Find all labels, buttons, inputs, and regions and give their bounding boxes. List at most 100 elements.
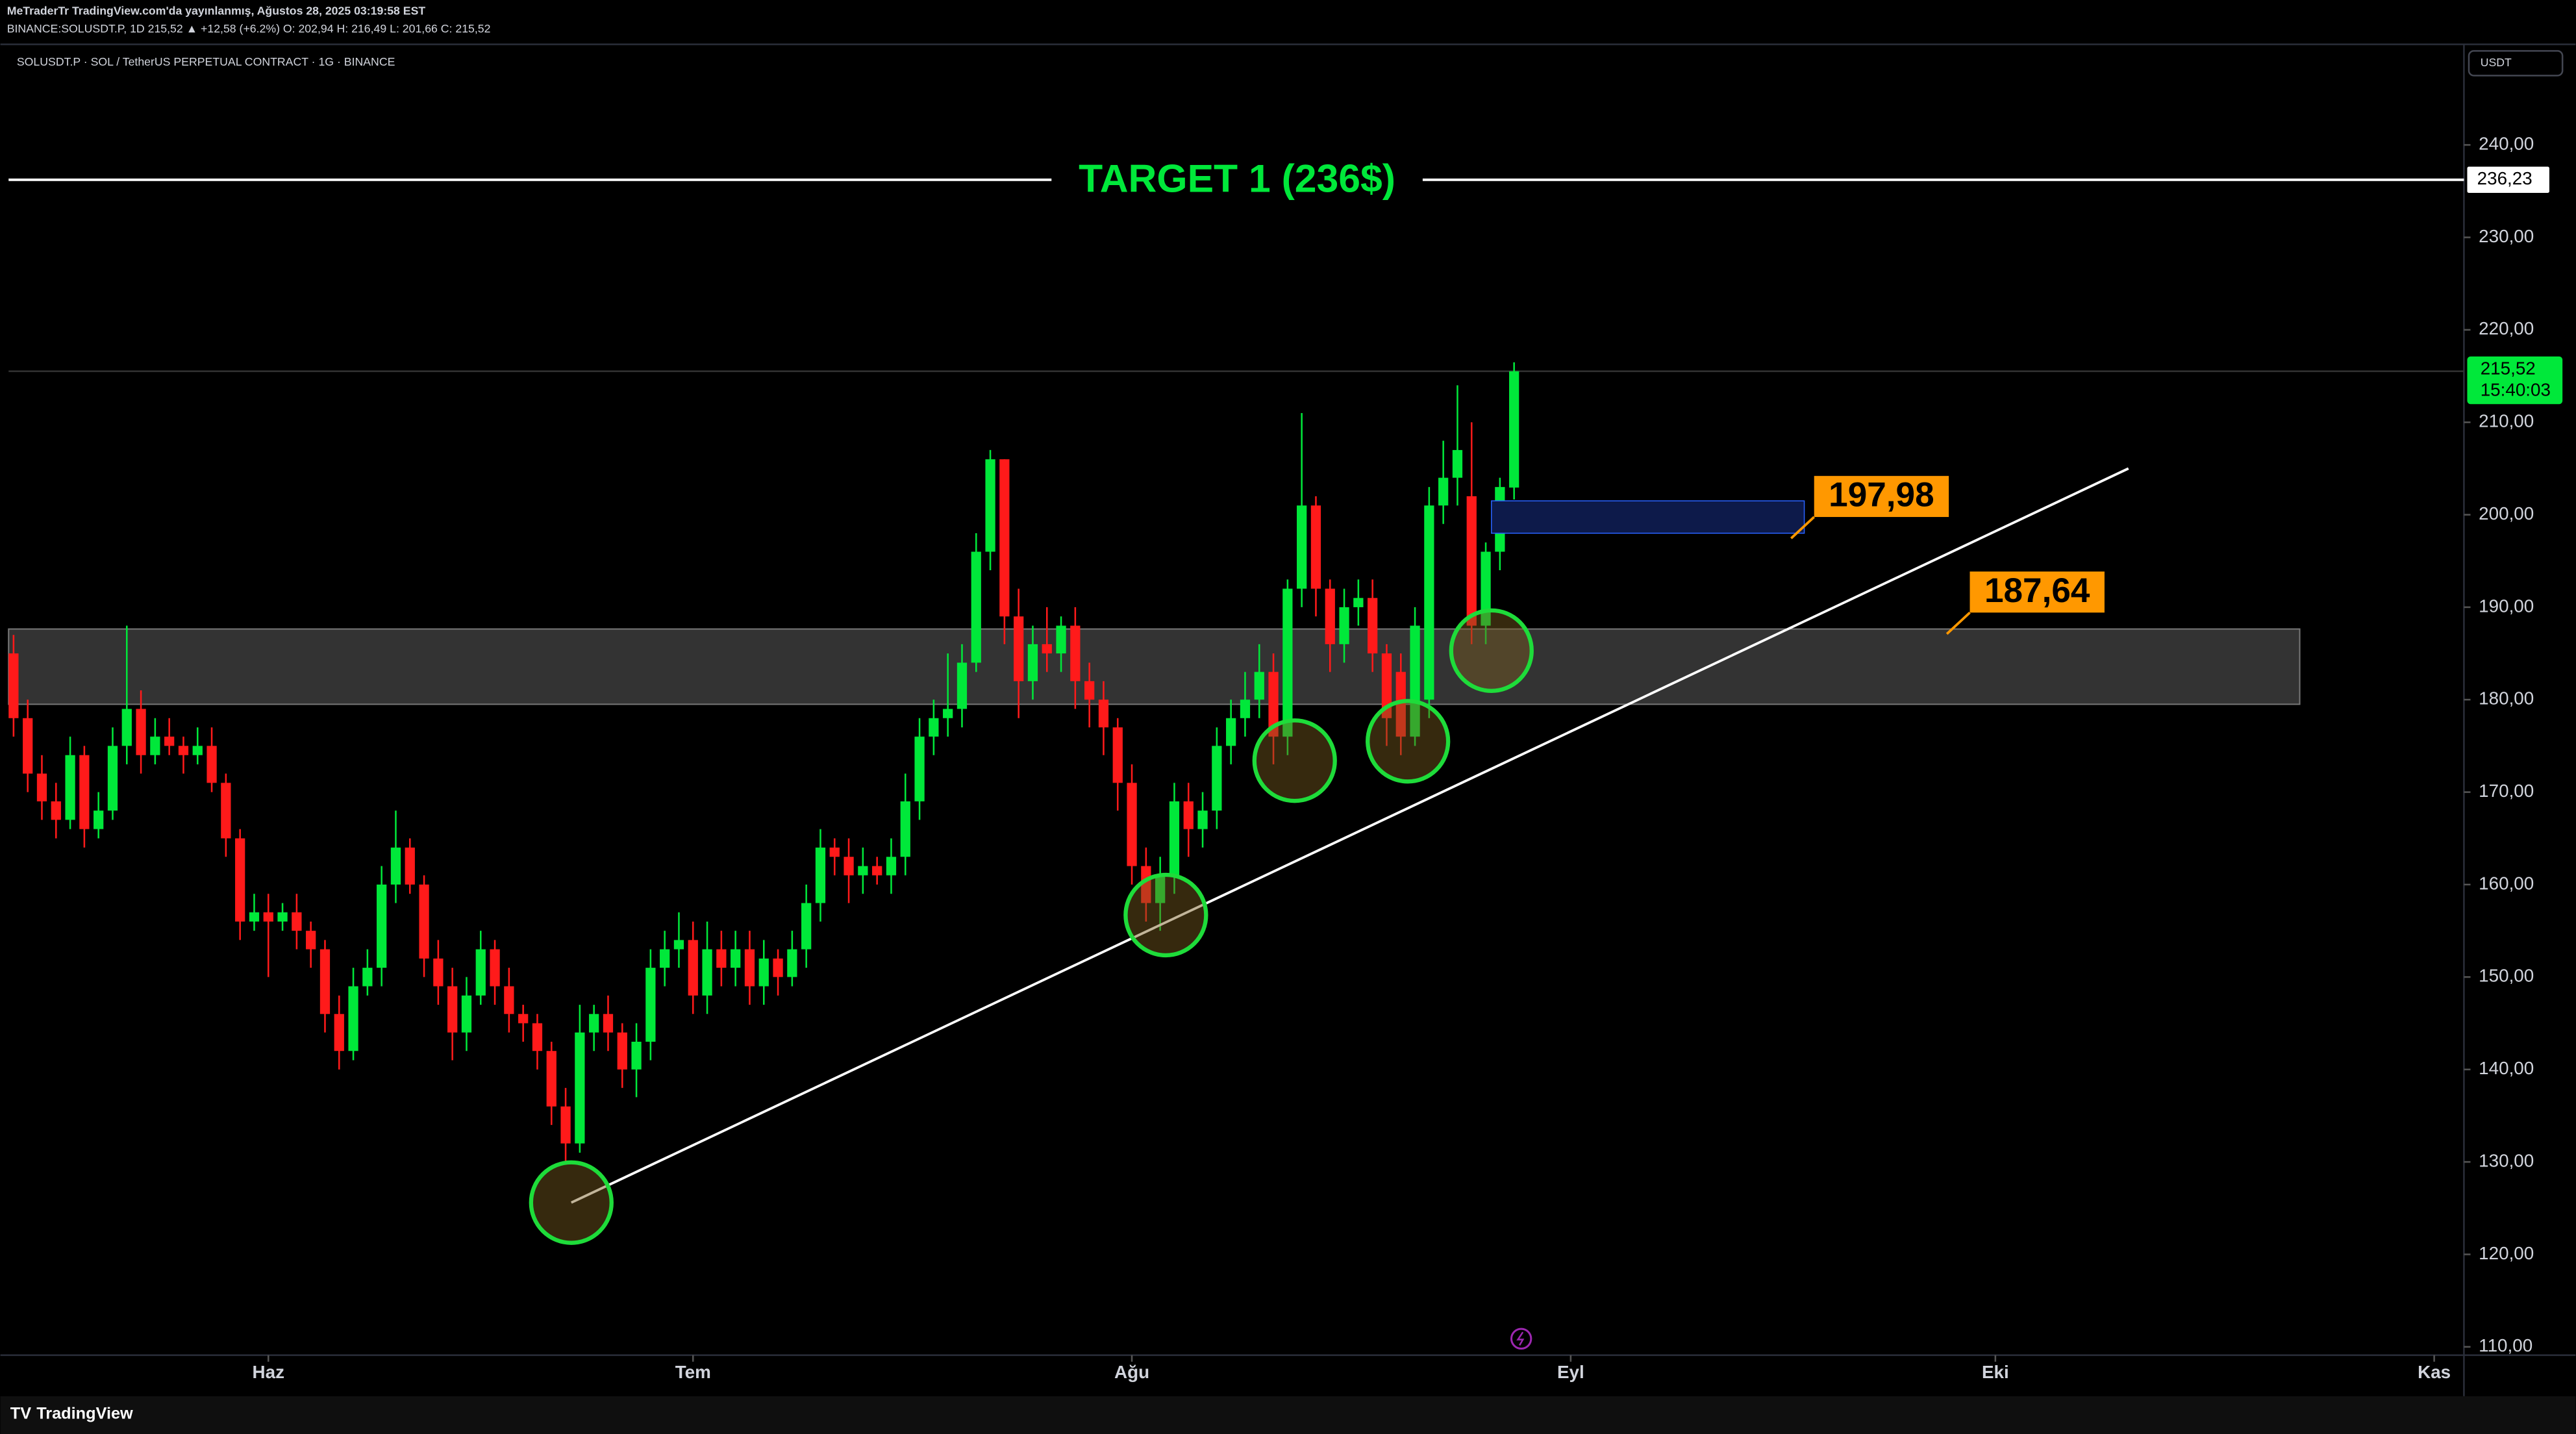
candle-body <box>943 709 953 718</box>
candles <box>8 362 1519 1163</box>
candle-body <box>1014 616 1024 681</box>
candle-body <box>348 986 358 1051</box>
candle-body <box>1381 653 1392 718</box>
candle-body <box>758 958 769 987</box>
currency-button[interactable] <box>2468 50 2564 77</box>
candle-body <box>1254 672 1264 700</box>
brand-logo: TV <box>10 1404 31 1422</box>
candle-body <box>829 848 840 857</box>
candle-body <box>107 746 118 811</box>
candle-body <box>1056 625 1066 654</box>
candle-body <box>490 949 500 987</box>
candle-body <box>419 884 429 959</box>
x-tick-label: Eyl <box>1557 1362 1584 1382</box>
currency[interactable]: USDT <box>2481 56 2512 69</box>
candle-body <box>164 736 175 746</box>
candle-body <box>23 718 33 774</box>
x-tick-label: Haz <box>253 1362 284 1382</box>
candle-body <box>1197 811 1208 829</box>
candle-body <box>292 912 302 931</box>
candle-body <box>872 866 882 875</box>
candle-body <box>815 848 826 903</box>
candle-body <box>319 949 331 1014</box>
chart-title: SOLUSDT.P · SOL / TetherUS PERPETUAL CON… <box>17 55 395 68</box>
candle-body <box>206 746 217 783</box>
y-tick-label: 240,00 <box>2479 133 2534 153</box>
candle-body <box>1042 644 1052 654</box>
candle-body <box>744 949 755 987</box>
candle-body <box>178 746 189 755</box>
y-tick-label: 130,00 <box>2479 1150 2534 1170</box>
x-tick-label: Ağu <box>1114 1362 1149 1382</box>
support-zone <box>8 628 2301 705</box>
candle-body <box>136 709 146 755</box>
trendline <box>570 467 2129 1204</box>
candle-body <box>1353 598 1364 607</box>
annotation-label: 187,64 <box>1984 572 2090 610</box>
event-icon-bolt <box>1516 1331 1525 1346</box>
order-block <box>1491 500 1805 534</box>
candle-body <box>461 995 472 1033</box>
candle-body <box>1268 672 1279 737</box>
y-tick-label: 230,00 <box>2479 226 2534 246</box>
touch-circle <box>1252 718 1337 803</box>
candle-body <box>1438 477 1449 506</box>
x-tick-label: Tem <box>675 1362 711 1382</box>
candle-body <box>660 949 670 968</box>
candle-body <box>36 774 47 801</box>
y-tick-label: 200,00 <box>2479 503 2534 523</box>
annotation-pointer <box>1945 611 1971 635</box>
y-tick-label: 220,00 <box>2479 318 2534 338</box>
y-tick-label: 110,00 <box>2479 1335 2532 1355</box>
last-price-tag <box>2467 356 2563 405</box>
annotation-box <box>1814 475 1949 518</box>
candle-body <box>249 912 260 922</box>
candle-body <box>999 459 1010 617</box>
candle-body <box>94 811 104 829</box>
touch-circle <box>529 1160 614 1245</box>
candle-body <box>858 866 868 875</box>
candle-body <box>433 958 444 987</box>
candle-body <box>1282 588 1293 737</box>
candle-body <box>575 1032 585 1144</box>
candle-body <box>1452 449 1463 478</box>
candle-body <box>731 949 741 968</box>
candle-body <box>560 1106 571 1144</box>
candle-body <box>121 709 132 746</box>
candle-body <box>1098 699 1109 727</box>
event-icon[interactable] <box>1510 1327 1532 1350</box>
candle-body <box>546 1051 556 1107</box>
candle-body <box>773 958 783 977</box>
y-tick-label: 170,00 <box>2479 781 2534 801</box>
candle-body <box>8 653 19 718</box>
candle-body <box>65 755 75 820</box>
candle-body <box>1141 866 1151 903</box>
candle-body <box>929 718 939 737</box>
candle-body <box>306 931 316 950</box>
x-tick-label: Kas <box>2418 1362 2451 1382</box>
countdown: 15:40:03 <box>2481 379 2551 399</box>
candle-body <box>221 783 231 838</box>
candle-body <box>1325 588 1335 644</box>
annotation-label: 197,98 <box>1829 476 1934 514</box>
candle-body <box>1410 625 1420 737</box>
candle-body <box>475 949 486 996</box>
candle-body <box>1183 801 1194 829</box>
touch-circle <box>1449 608 1534 693</box>
candle-body <box>235 838 245 922</box>
y-tick-label: 160,00 <box>2479 873 2534 893</box>
footer <box>0 1396 2576 1434</box>
candle-body <box>150 736 160 755</box>
x-tick-label: Eki <box>1982 1362 2009 1382</box>
candle-body <box>1084 681 1095 700</box>
candle-body <box>447 986 458 1033</box>
candle-body <box>1212 746 1222 811</box>
candle-body <box>603 1014 614 1033</box>
candle-body <box>1481 551 1491 626</box>
symbol-line: BINANCE:SOLUSDT.P, 1D 215,52 ▲ +12,58 (+… <box>7 22 491 35</box>
y-tick-label: 180,00 <box>2479 688 2534 709</box>
candle-body <box>51 801 61 820</box>
candle-body <box>801 903 812 950</box>
candle-body <box>914 736 925 801</box>
